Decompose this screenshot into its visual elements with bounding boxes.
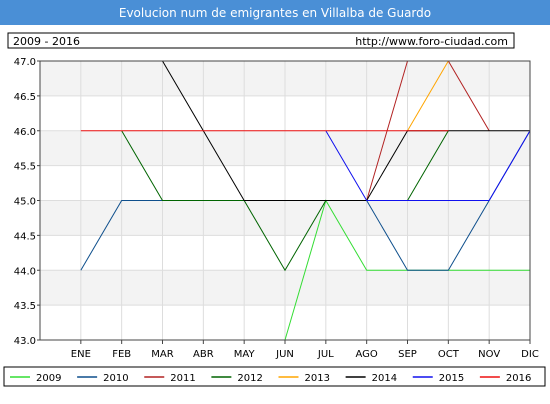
legend: 2009 2010 2011 2012 2013 2014 2015 2016 (10, 373, 531, 384)
legend-label-2016: 2016 (506, 373, 531, 384)
y-tick-label: 45.5 (14, 162, 36, 173)
y-tick-label: 44.5 (14, 231, 36, 242)
legend-label-2013: 2013 (305, 373, 330, 384)
legend-box (3, 366, 546, 387)
x-tick-label: AGO (356, 349, 378, 360)
legend-label-2009: 2009 (36, 373, 61, 384)
legend-label-2012: 2012 (237, 373, 262, 384)
plot-border-top (39, 60, 531, 341)
x-tick-label: NOV (478, 349, 500, 360)
y-tick-label: 43.5 (14, 301, 36, 312)
series-line-2015 (325, 130, 531, 201)
x-tick-label: MAY (234, 349, 256, 360)
x-tick-label: FEB (112, 349, 131, 360)
info-box (7, 32, 515, 49)
legend-label-2014: 2014 (372, 373, 397, 384)
plot-area: 43.0 43.5 44.0 44.5 45.0 45.5 46.0 46.5 47.0 ENE F… (14, 57, 539, 360)
legend-label-2010: 2010 (103, 373, 128, 384)
y-tick-label: 46.5 (14, 92, 36, 103)
title-bar (0, 0, 550, 25)
y-tick-label: 45.0 (14, 197, 36, 208)
chart-title: Evolucion num de emigrantes en Villalba … (119, 6, 431, 20)
x-tick-label: MAR (151, 349, 173, 360)
legend-label-2015: 2015 (439, 373, 464, 384)
legend-label-2011: 2011 (170, 373, 195, 384)
x-tick-label: JUL (317, 349, 334, 360)
x-tick-label: ABR (193, 349, 214, 360)
x-tick-label: ENE (71, 349, 91, 360)
y-tick-label: 47.0 (14, 57, 36, 68)
x-tick-label: OCT (438, 349, 460, 360)
x-tick-label: JUN (275, 349, 294, 360)
y-tick-label: 44.0 (14, 266, 36, 277)
period-label: 2009 - 2016 (13, 35, 80, 48)
x-tick-label: SEP (398, 349, 417, 360)
y-tick-label: 46.0 (14, 127, 36, 138)
source-url: http://www.foro-ciudad.com (355, 35, 508, 48)
y-tick-label: 43.0 (14, 336, 36, 347)
x-tick-label: DIC (521, 349, 539, 360)
